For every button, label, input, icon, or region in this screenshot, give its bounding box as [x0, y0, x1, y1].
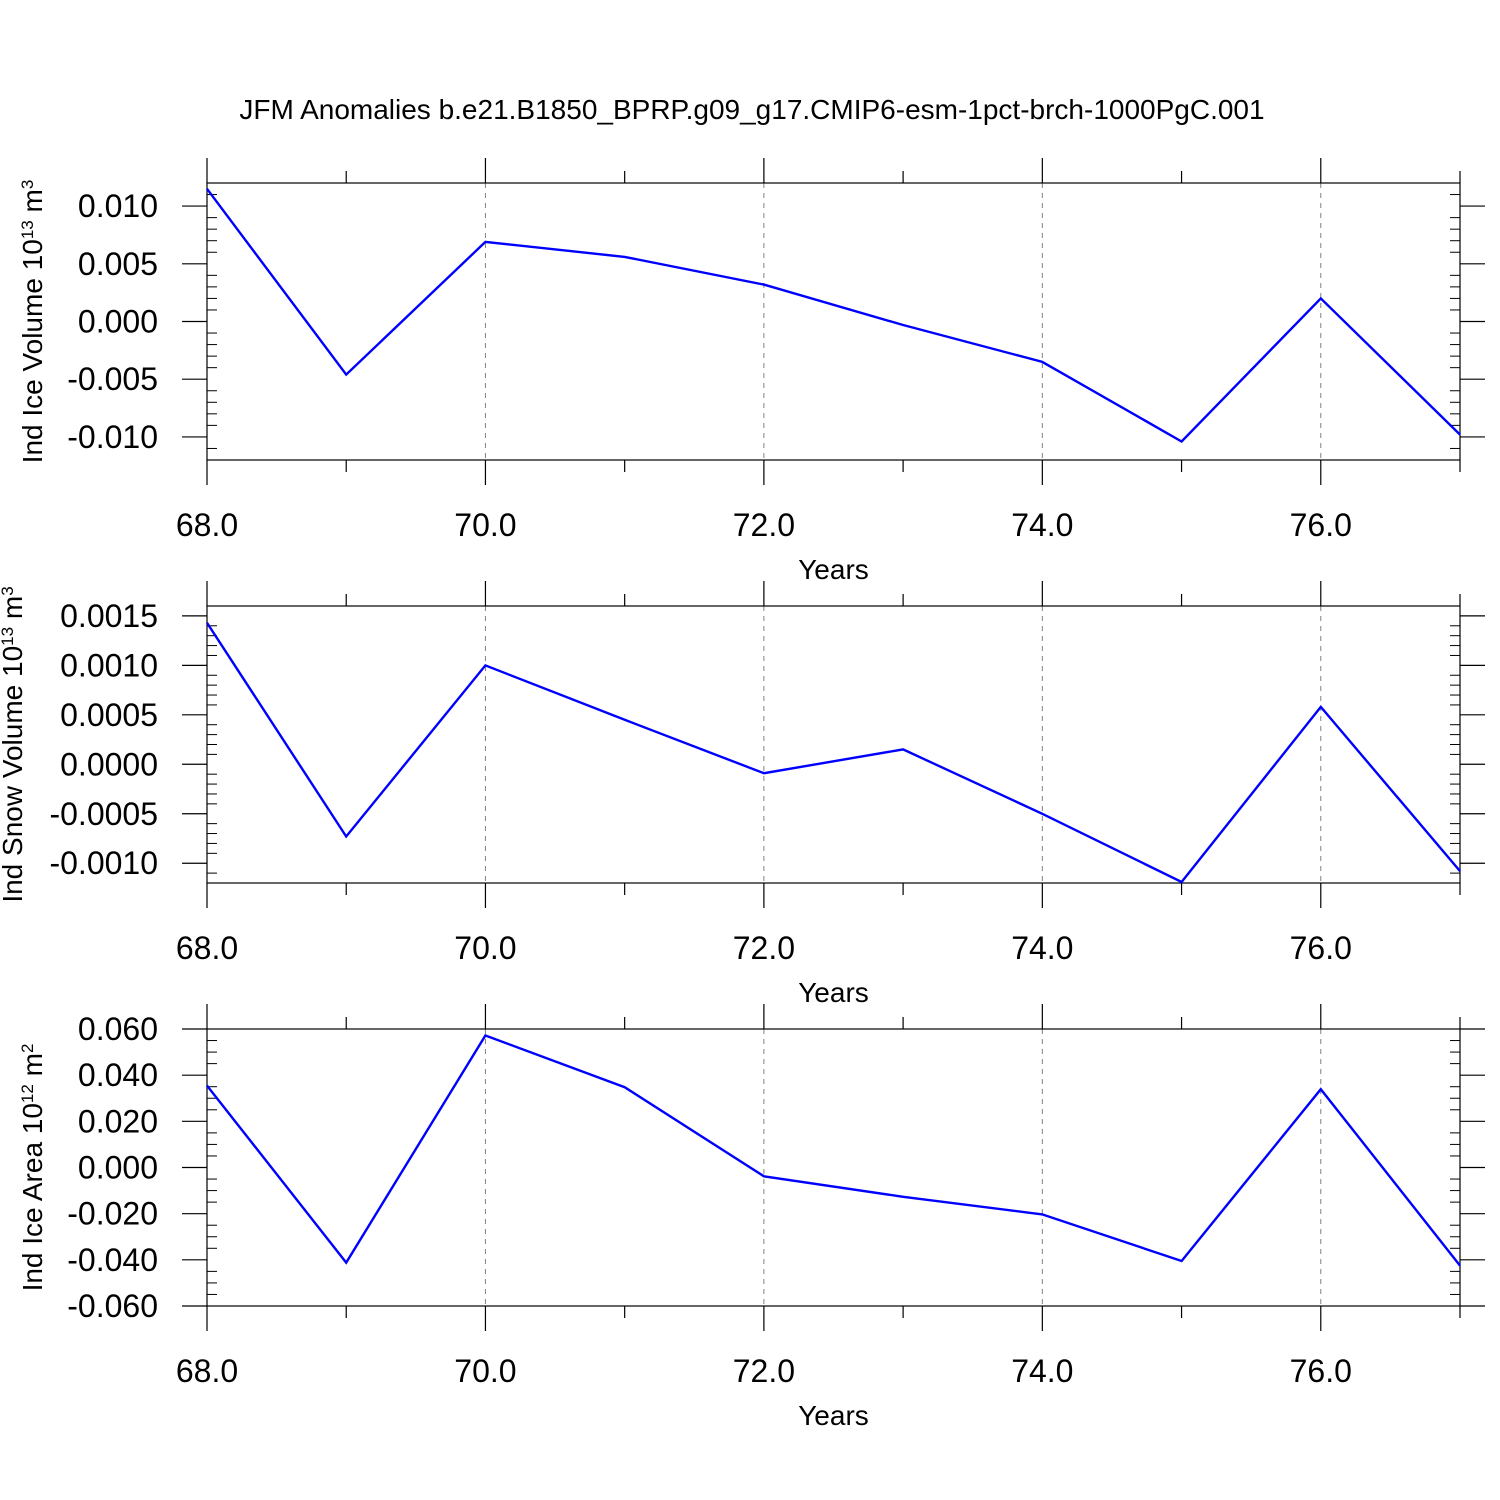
y-tick-label: 0.0015: [60, 598, 158, 634]
chart-panel-1: 0.010 0.005 0.000 -0.005 -0.010 68.0 70.0 72.0 7…: [17, 158, 1485, 585]
panels: 0.010 0.005 0.000 -0.005 -0.010 68.0 70.0 72.0 7…: [0, 158, 1485, 1431]
y-tick-label: 0.060: [78, 1011, 158, 1047]
y-tick-label: -0.010: [67, 419, 158, 455]
x-tick-label: 74.0: [1011, 1353, 1073, 1389]
x-tick-label: 70.0: [454, 1353, 516, 1389]
y-axis-title: Ind Ice Area 1012 m2: [17, 1044, 48, 1292]
x-tick-label: 68.0: [176, 1353, 238, 1389]
y-tick-label: -0.040: [67, 1242, 158, 1278]
y-axis-title-part: m: [0, 596, 28, 627]
y-axis-title-part: Ind Ice Volume 10: [17, 239, 48, 463]
y-tick-label: 0.000: [78, 1150, 158, 1186]
chart-panel-2: 0.0015 0.0010 0.0005 0.0000 -0.0005 -0.0010 68…: [0, 581, 1485, 1008]
y-axis-title-part: Ind Snow Volume 10: [0, 646, 28, 903]
series-line: [205, 622, 1461, 884]
y-tick-label: -0.005: [67, 361, 158, 397]
y-axis-title-exponent: 2: [18, 1044, 37, 1053]
x-tick-label: 76.0: [1290, 507, 1352, 543]
y-tick-label: 0.010: [78, 188, 158, 224]
series-line: [206, 1034, 1461, 1267]
plot-frame: [206, 1028, 1461, 1307]
x-tick-label: 72.0: [733, 1353, 795, 1389]
series-line: [206, 188, 1461, 444]
y-tick-label: -0.060: [67, 1288, 158, 1324]
x-axis-title: Years: [798, 1400, 869, 1431]
y-tick-label: 0.0010: [60, 647, 158, 683]
y-tick-label: 0.0005: [60, 697, 158, 733]
y-axis-title-part: m: [17, 189, 48, 220]
x-axis-title: Years: [798, 977, 869, 1008]
y-tick-label: -0.020: [67, 1196, 158, 1232]
y-tick-label: 0.0000: [60, 746, 158, 782]
x-tick-label: 70.0: [454, 507, 516, 543]
x-tick-label: 76.0: [1290, 1353, 1352, 1389]
plot-frame: [206, 182, 1461, 461]
x-axis-title: Years: [798, 554, 869, 585]
y-tick-label: 0.005: [78, 246, 158, 282]
x-tick-label: 74.0: [1011, 507, 1073, 543]
y-tick-label: 0.040: [78, 1057, 158, 1093]
y-tick-label: -0.0010: [49, 845, 158, 881]
y-axis-title-part: Ind Ice Area 10: [17, 1103, 48, 1291]
y-axis-title: Ind Snow Volume 1013 m3: [0, 586, 28, 902]
figure-title: JFM Anomalies b.e21.B1850_BPRP.g09_g17.C…: [239, 94, 1264, 125]
x-tick-label: 74.0: [1011, 930, 1073, 966]
chart-panel-3: 0.060 0.040 0.020 0.000 -0.020 -0.040 -0.060 68…: [17, 1004, 1485, 1431]
y-tick-label: -0.0005: [49, 796, 158, 832]
x-tick-label: 68.0: [176, 930, 238, 966]
y-axis-title-exponent: 3: [0, 586, 17, 595]
y-axis-title-exponent: 12: [18, 1084, 37, 1103]
plot-frame: [206, 605, 1461, 884]
x-tick-label: 68.0: [176, 507, 238, 543]
y-axis-title-part: m: [17, 1053, 48, 1084]
y-axis-title: Ind Ice Volume 1013 m3: [17, 180, 48, 464]
y-tick-label: 0.020: [78, 1103, 158, 1139]
x-tick-label: 76.0: [1290, 930, 1352, 966]
y-tick-label: 0.000: [78, 304, 158, 340]
y-axis-title-exponent: 13: [18, 220, 37, 239]
x-tick-label: 72.0: [733, 507, 795, 543]
y-axis-title-exponent: 13: [0, 627, 17, 646]
x-tick-label: 70.0: [454, 930, 516, 966]
x-tick-label: 72.0: [733, 930, 795, 966]
y-axis-title-exponent: 3: [18, 180, 37, 189]
